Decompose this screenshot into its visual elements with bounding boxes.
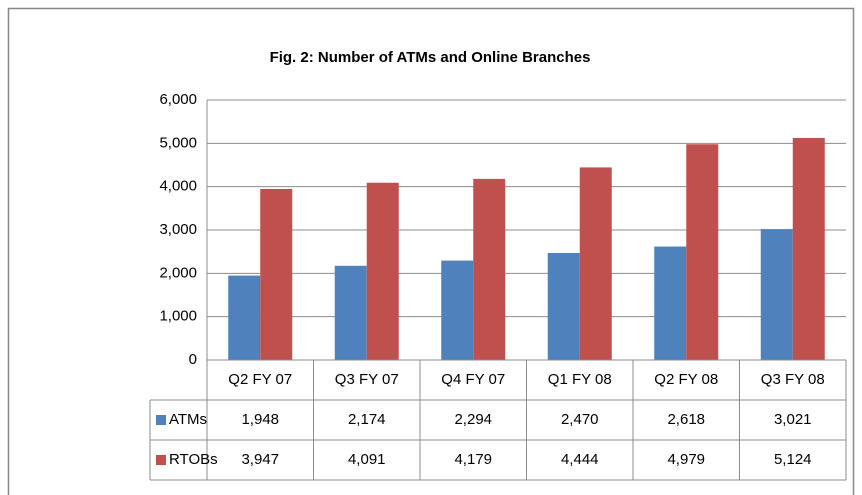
table-value: 4,979 [667,451,705,468]
bar [579,167,612,360]
x-tick-label: Q4 FY 07 [441,371,505,388]
table-value: 1,948 [241,411,279,428]
bar [473,178,506,360]
table-value: 4,444 [561,451,599,468]
x-tick-label: Q2 FY 08 [654,371,718,388]
bar [366,182,399,360]
x-tick-label: Q3 FY 08 [761,371,825,388]
chart-border [7,7,855,495]
table-value: 2,618 [667,411,705,428]
table-value: 4,179 [454,451,492,468]
bar [441,260,474,360]
legend-label: ATMs [169,411,207,428]
table-value: 5,124 [774,451,812,468]
table-value: 2,174 [348,411,386,428]
table-value: 4,091 [348,451,386,468]
table-value: 2,294 [454,411,492,428]
bar [792,137,825,360]
y-tick-label: 4,000 [159,178,197,195]
bar [260,188,293,360]
legend-label: RTOBs [169,451,218,468]
y-tick-label: 0 [189,351,197,368]
table-value: 2,470 [561,411,599,428]
chart-title: Fig. 2: Number of ATMs and Online Branch… [270,49,591,66]
x-tick-label: Q3 FY 07 [335,371,399,388]
bar [228,275,261,360]
bar [654,246,687,360]
y-tick-label: 5,000 [159,134,197,151]
y-tick-label: 3,000 [159,221,197,238]
x-tick-label: Q2 FY 07 [228,371,292,388]
bar [334,265,367,360]
table-value: 3,021 [774,411,812,428]
bar [686,144,719,360]
bar [547,252,580,360]
y-tick-label: 2,000 [159,264,197,281]
legend-swatch [156,455,166,465]
y-tick-label: 1,000 [159,308,197,325]
y-tick-label: 6,000 [159,91,197,108]
table-value: 3,947 [241,451,279,468]
x-tick-label: Q1 FY 08 [548,371,612,388]
legend-swatch [156,415,166,425]
bar [760,229,793,360]
